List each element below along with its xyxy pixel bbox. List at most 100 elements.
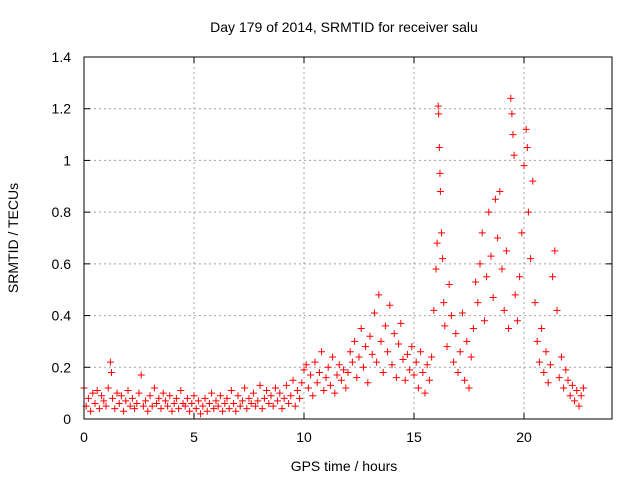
data-point — [122, 397, 130, 405]
data-point — [256, 381, 264, 389]
data-point — [401, 376, 409, 384]
data-point — [513, 317, 521, 325]
data-point — [252, 402, 260, 410]
data-point — [93, 387, 101, 395]
data-point — [450, 358, 458, 366]
data-point — [463, 337, 471, 345]
x-axis-title: GPS time / hours — [291, 458, 398, 474]
data-point — [282, 381, 290, 389]
y-tick-label: 0.2 — [52, 359, 72, 375]
data-point — [392, 374, 400, 382]
data-point — [276, 389, 284, 397]
data-point — [139, 402, 147, 410]
data-point — [238, 397, 246, 405]
data-point — [474, 299, 482, 307]
data-point — [205, 399, 213, 407]
data-point — [535, 358, 543, 366]
data-point — [377, 337, 385, 345]
data-point — [131, 405, 139, 413]
data-point — [346, 348, 354, 356]
data-point — [436, 187, 444, 195]
data-point — [113, 389, 121, 397]
data-point — [375, 291, 383, 299]
data-point — [406, 366, 414, 374]
data-point — [566, 392, 574, 400]
data-point — [249, 389, 257, 397]
data-point — [522, 125, 530, 133]
data-point — [210, 405, 218, 413]
data-point — [577, 392, 585, 400]
data-point — [245, 394, 253, 402]
data-point — [551, 247, 559, 255]
data-point — [395, 340, 403, 348]
data-point — [104, 384, 112, 392]
data-point — [87, 407, 95, 415]
data-point — [546, 361, 554, 369]
data-point — [111, 405, 119, 413]
grid — [84, 57, 612, 419]
data-point — [357, 325, 365, 332]
data-point — [89, 389, 97, 397]
data-point — [370, 309, 378, 317]
data-point — [296, 394, 304, 402]
data-points — [80, 94, 587, 418]
data-point — [456, 348, 464, 356]
data-point — [150, 384, 158, 392]
y-tick-label: 1.4 — [52, 49, 72, 65]
data-point — [126, 402, 134, 410]
data-point — [287, 392, 295, 400]
x-tick-label: 5 — [190, 429, 198, 445]
data-point — [432, 265, 440, 273]
data-point — [467, 353, 475, 361]
y-tick-label: 0 — [63, 411, 71, 427]
data-point — [329, 353, 337, 361]
data-point — [480, 317, 488, 325]
data-point — [212, 397, 220, 405]
data-point — [538, 325, 546, 332]
data-point — [579, 384, 587, 392]
data-point — [265, 399, 273, 407]
data-point — [199, 402, 207, 410]
data-point — [438, 229, 445, 237]
data-point — [315, 368, 323, 376]
data-point — [120, 407, 128, 415]
data-point — [483, 273, 491, 281]
data-point — [494, 234, 502, 242]
data-point — [373, 358, 381, 366]
data-point — [91, 399, 99, 407]
data-point — [410, 371, 418, 379]
data-point — [322, 374, 330, 382]
data-point — [159, 389, 167, 397]
y-tick-label: 0.8 — [52, 204, 72, 220]
data-point — [355, 353, 363, 361]
data-point — [166, 392, 174, 400]
y-tick-labels: 0 0.2 0.4 0.6 0.8 1 1.2 1.4 — [52, 49, 72, 427]
data-point — [430, 306, 438, 314]
data-point — [485, 208, 493, 216]
data-point — [417, 348, 425, 356]
data-point — [564, 376, 572, 384]
data-point — [133, 399, 141, 407]
data-point — [142, 397, 150, 405]
data-point — [227, 387, 235, 395]
data-point — [441, 322, 449, 330]
data-point — [247, 399, 255, 407]
data-point — [144, 407, 152, 415]
data-point — [509, 131, 517, 139]
data-point — [216, 392, 224, 400]
data-point — [236, 402, 244, 410]
data-point — [280, 394, 288, 402]
data-point — [135, 389, 143, 397]
data-point — [137, 371, 145, 379]
data-point — [175, 405, 183, 413]
data-point — [302, 361, 310, 369]
data-point — [390, 330, 398, 338]
data-point — [507, 94, 515, 102]
data-point — [496, 187, 504, 195]
data-point — [223, 394, 231, 402]
x-tick-label: 0 — [80, 429, 88, 445]
data-point — [476, 260, 484, 268]
data-point — [399, 356, 407, 364]
x-tick-label: 10 — [296, 429, 312, 445]
data-point — [164, 402, 172, 410]
